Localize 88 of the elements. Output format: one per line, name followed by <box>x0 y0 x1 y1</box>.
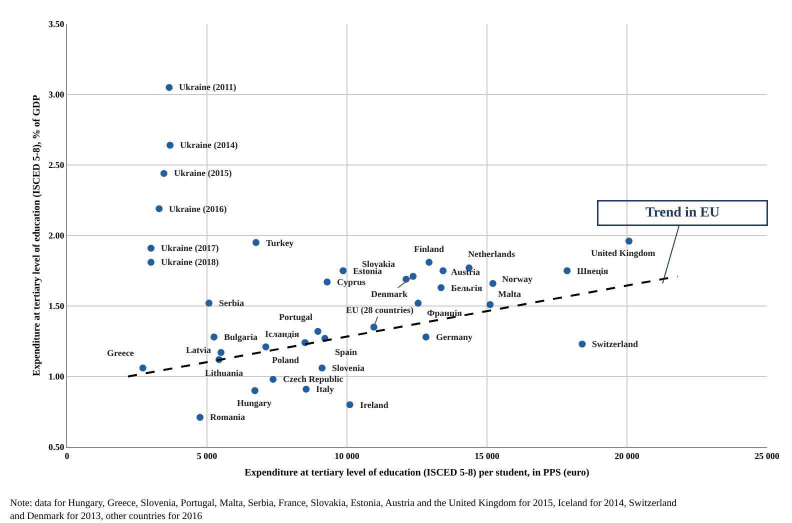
series-label: Ukraine (2018) <box>161 257 219 267</box>
series-label: Estonia <box>353 266 383 276</box>
x-tick-label: 15 000 <box>474 450 500 461</box>
x-tick-label: 20 000 <box>614 450 640 461</box>
series-label: Франція <box>427 308 462 318</box>
point <box>318 364 326 372</box>
point <box>218 349 224 356</box>
series-label: Lithuania <box>205 368 244 378</box>
point <box>160 170 168 177</box>
point <box>262 343 270 350</box>
y-tick-label: 3.00 <box>48 90 65 100</box>
series-label: Cyprus <box>337 277 366 287</box>
y-tick-label: 0.50 <box>48 442 65 452</box>
series-label: Ukraine (2017) <box>161 243 219 253</box>
point <box>270 376 277 383</box>
point <box>148 258 154 266</box>
y-tick-label: 2.00 <box>48 230 65 241</box>
series-label: Serbia <box>219 298 244 308</box>
series-label: Ireland <box>360 400 388 410</box>
series-label: Slovenia <box>332 363 366 373</box>
point <box>346 401 354 408</box>
point <box>156 205 163 212</box>
x-tick-label: 0 <box>64 450 70 461</box>
series-label: Ukraine (2011) <box>179 82 236 92</box>
series-label: Ukraine (2014) <box>180 140 238 150</box>
series-label: Ukraine (2015) <box>174 168 232 178</box>
series-label: Malta <box>498 289 522 299</box>
point <box>166 84 173 91</box>
point <box>314 328 322 335</box>
series-label: Turkey <box>266 238 294 248</box>
series-label: Netherlands <box>468 249 516 259</box>
point <box>426 258 433 266</box>
x-axis-title: Expenditure at tertiary level of education (ISCED 5-8) per student, in PPS (euro) <box>244 467 590 478</box>
point <box>440 267 447 274</box>
series-label: United Kingdom <box>591 248 656 258</box>
series-label: Spain <box>335 347 358 357</box>
point <box>410 272 417 280</box>
x-tick-label: 25 000 <box>754 450 780 461</box>
point <box>251 387 258 394</box>
point <box>422 334 430 341</box>
series-label: Бельгія <box>451 283 482 293</box>
series-label: Germany <box>436 332 473 342</box>
series-label: Italy <box>316 384 334 394</box>
text: Note: data for Hungary, Greece, Slovenia, Portugal, Malta, Serbia, France, Slovakia, Estonia, Austria and the United Kingdom for 2015, Iceland for 2014, Switzerland and Denmark for 2013, other countries for 2016 <box>10 498 677 522</box>
point <box>196 414 204 421</box>
point <box>205 300 212 307</box>
x-tick-label: 10 000 <box>334 450 360 461</box>
series-label: Poland <box>272 355 300 365</box>
point <box>139 364 146 372</box>
series-label: Finland <box>414 244 444 254</box>
point <box>148 244 154 252</box>
point <box>414 300 422 307</box>
point <box>564 267 571 274</box>
point <box>370 324 378 331</box>
series-label: Romania <box>210 412 246 422</box>
y-tick-label: 2.50 <box>48 160 65 170</box>
y-tick-label: 1.50 <box>48 301 65 312</box>
series-label: Switzerland <box>592 339 638 349</box>
point <box>486 301 494 308</box>
series-label: Norway <box>502 274 533 284</box>
series-label: Ісландія <box>265 329 300 339</box>
series-label: Latvia <box>186 345 212 355</box>
y-tick-label: 1.00 <box>48 372 65 382</box>
series-label: Portugal <box>279 312 313 322</box>
series-label: Hungary <box>237 398 272 408</box>
series-label: Denmark <box>371 289 408 299</box>
series-label: Bulgaria <box>224 332 258 342</box>
series-label: Czech Republic <box>283 374 344 384</box>
series-label: EU (28 countries) <box>346 305 414 315</box>
series-label: Austria <box>451 267 480 277</box>
annotation: Trend in EU <box>645 206 720 220</box>
y-tick-label: 3.50 <box>48 19 65 30</box>
series-label: Швеція <box>577 266 608 276</box>
series-label: Slovakia <box>362 259 396 269</box>
point <box>489 280 496 287</box>
x-tick-label: 5 000 <box>196 450 218 461</box>
point <box>210 334 218 341</box>
point <box>252 239 260 246</box>
point <box>302 386 310 393</box>
point <box>625 238 632 245</box>
point <box>340 267 347 274</box>
point <box>578 340 586 348</box>
point <box>324 278 331 286</box>
series-label: Greece <box>107 348 134 358</box>
point <box>166 142 174 149</box>
series-label: Ukraine (2016) <box>169 204 227 214</box>
point <box>438 284 445 292</box>
y-axis-title: Expenditure at tertiary level of education (ISCED 5-8), % of GDP <box>31 94 42 376</box>
